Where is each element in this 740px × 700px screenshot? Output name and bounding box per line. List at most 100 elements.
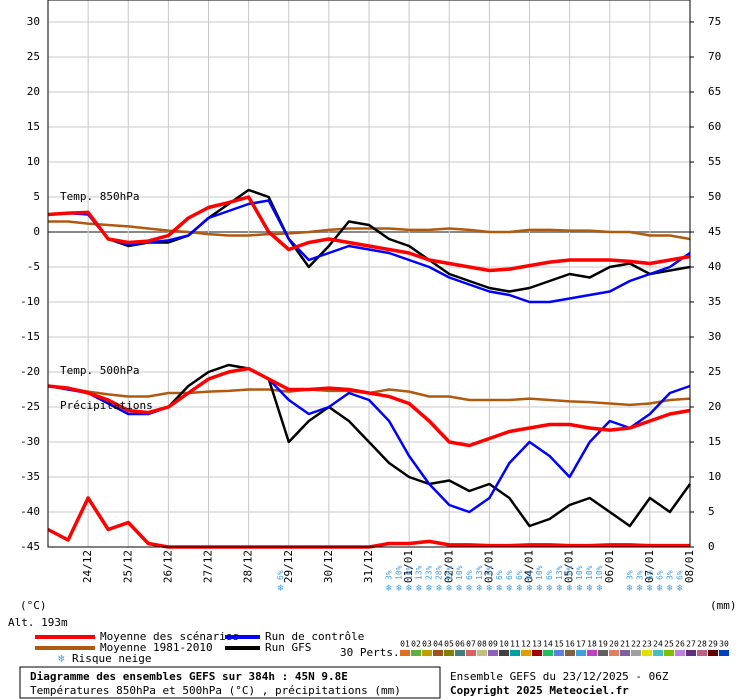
pert-name: 21: [620, 640, 630, 649]
snow-risk-label: 6%: [515, 570, 524, 580]
snow-risk-label: 28%: [435, 565, 444, 580]
y-tick-label: -30: [20, 435, 40, 448]
pert-swatch: [411, 650, 421, 656]
snow-risk-label: 13%: [475, 565, 484, 580]
snow-icon: ❄: [426, 583, 433, 594]
snow-icon: ❄: [637, 583, 644, 594]
pert-name: 26: [675, 640, 685, 649]
y2-tick-label: 10: [708, 470, 721, 483]
y2-tick-label: 60: [708, 120, 721, 133]
x-tick-label: 28/12: [242, 550, 255, 583]
legend-label: Run GFS: [265, 641, 311, 654]
pert-swatch: [510, 650, 520, 656]
y2-tick-label: 0: [708, 540, 715, 553]
x-tick-label: 27/12: [202, 550, 215, 583]
y2-tick-label: 30: [708, 330, 721, 343]
pert-name: 18: [587, 640, 597, 649]
x-tick-label: 06/01: [603, 550, 616, 583]
pert-name: 30: [719, 640, 729, 649]
snow-icon: ❄: [657, 583, 664, 594]
y2-tick-label: 20: [708, 400, 721, 413]
snow-icon: ❄: [557, 583, 564, 594]
pert-swatch: [664, 650, 674, 656]
pert-swatch: [620, 650, 630, 656]
y2-tick-label: 35: [708, 295, 721, 308]
footer-copyright: Copyright 2025 Meteociel.fr: [450, 684, 629, 697]
pert-name: 13: [532, 640, 542, 649]
pert-name: 06: [455, 640, 465, 649]
snow-icon: ❄: [446, 583, 453, 594]
pert-swatch: [598, 650, 608, 656]
x-tick-label: 24/12: [81, 550, 94, 583]
y-tick-label: -35: [20, 470, 40, 483]
snow-icon: ❄: [537, 583, 544, 594]
snow-icon: ❄: [506, 583, 513, 594]
footer-title: Diagramme des ensembles GEFS sur 384h : …: [30, 670, 348, 683]
y2-tick-label: 5: [708, 505, 715, 518]
pert-name: 01: [400, 640, 410, 649]
pert-swatch: [444, 650, 454, 656]
y2-tick-label: 55: [708, 155, 721, 168]
x-tick-label: 30/12: [322, 550, 335, 583]
y2-unit: (mm): [710, 599, 737, 612]
snow-risk-label: 6%: [276, 570, 285, 580]
snow-icon: ❄: [486, 583, 493, 594]
pert-name: 19: [598, 640, 608, 649]
snow-risk-label: 6%: [505, 570, 514, 580]
x-tick-label: 25/12: [121, 550, 134, 583]
pert-name: 04: [433, 640, 443, 649]
snow-icon: ❄: [647, 583, 654, 594]
snow-icon: ❄: [58, 652, 65, 665]
pert-name: 08: [477, 640, 487, 649]
pert-name: 24: [653, 640, 663, 649]
y2-tick-label: 70: [708, 50, 721, 63]
snow-risk-label: 10%: [485, 565, 494, 580]
pert-name: 09: [488, 640, 498, 649]
snow-icon: ❄: [627, 583, 634, 594]
snow-icon: ❄: [567, 583, 574, 594]
legend-label: Run de contrôle: [265, 630, 364, 643]
pert-swatch: [499, 650, 509, 656]
pert-name: 11: [510, 640, 520, 649]
pert-swatch: [532, 650, 542, 656]
series-line: [47, 199, 691, 304]
altitude: Alt. 193m: [8, 616, 68, 629]
snow-icon: ❄: [436, 583, 443, 594]
y-tick-label: -40: [20, 505, 40, 518]
x-tick-label: 26/12: [161, 550, 174, 583]
snow-risk-label: 10%: [565, 565, 574, 580]
snow-icon: ❄: [677, 583, 684, 594]
pert-swatch: [697, 650, 707, 656]
pert-swatch: [653, 650, 663, 656]
y2-tick-label: 75: [708, 15, 721, 28]
y2-tick-label: 15: [708, 435, 721, 448]
x-tick-label: 08/01: [683, 550, 696, 583]
y2-tick-label: 65: [708, 85, 721, 98]
y-tick-label: 30: [27, 15, 40, 28]
pert-name: 03: [422, 640, 432, 649]
y-tick-label: -10: [20, 295, 40, 308]
y-tick-label: 10: [27, 155, 40, 168]
snow-risk-label: 3%: [625, 570, 634, 580]
pert-swatch: [422, 650, 432, 656]
series-line: [48, 220, 691, 241]
level-label: Temp. 500hPa: [60, 364, 139, 377]
plot-frame: [47, 0, 691, 548]
pert-name: 12: [521, 640, 531, 649]
snow-icon: ❄: [547, 583, 554, 594]
y-tick-label: 5: [33, 190, 40, 203]
snow-icon: ❄: [476, 583, 483, 594]
y2-tick-label: 40: [708, 260, 721, 273]
x-tick-label: 07/01: [643, 550, 656, 583]
pert-swatch: [609, 650, 619, 656]
pert-swatch: [686, 650, 696, 656]
pert-name: 15: [554, 640, 564, 649]
pert-swatch: [708, 650, 718, 656]
pert-swatch: [587, 650, 597, 656]
snow-icon: ❄: [466, 583, 473, 594]
snow-icon: ❄: [456, 583, 463, 594]
pert-swatch: [455, 650, 465, 656]
snow-risk-label: 6%: [495, 570, 504, 580]
pert-swatch: [543, 650, 553, 656]
